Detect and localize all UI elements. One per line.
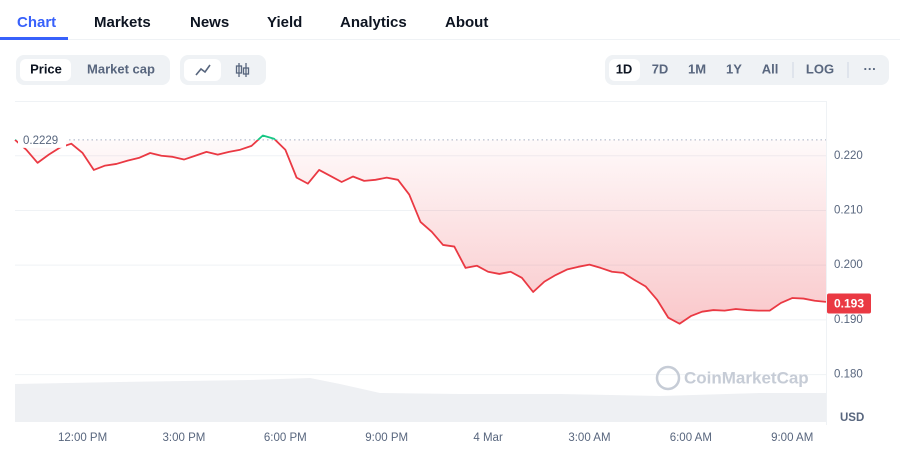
tab[interactable]: Analytics [340, 14, 407, 31]
x-tick-label: 4 Mar [473, 432, 503, 444]
tab[interactable]: About [445, 14, 488, 31]
y-tick-label: 0.180 [834, 369, 863, 381]
toggle-active [20, 59, 71, 81]
range-button[interactable]: 1Y [726, 61, 742, 76]
active-tab-underline [0, 37, 68, 40]
candle-icon[interactable] [235, 63, 250, 77]
watermark-text: CoinMarketCap [684, 368, 809, 387]
line-icon [195, 64, 211, 76]
price-line [14, 139, 827, 325]
tab[interactable]: Yield [267, 14, 302, 31]
toggle-button[interactable]: Price [30, 61, 62, 76]
x-tick-label: 3:00 PM [163, 432, 206, 444]
range-button[interactable]: 1D [616, 61, 633, 76]
reference-label-bg [18, 131, 66, 148]
y-unit: USD [840, 412, 864, 424]
y-tick-label: 0.220 [834, 150, 863, 162]
tab[interactable]: Markets [94, 14, 151, 31]
reference-label: 0.2229 [23, 135, 58, 147]
last-value-label: 0.193 [834, 297, 864, 311]
watermark-logo [655, 365, 681, 391]
x-tick-label: 6:00 PM [264, 432, 307, 444]
watermark: CoinMarketCap [655, 365, 809, 391]
range-button[interactable]: 7D [652, 61, 669, 76]
range-active [609, 59, 640, 81]
volume-area [15, 378, 826, 422]
x-tick-label: 3:00 AM [568, 432, 610, 444]
x-tick-label: 9:00 AM [771, 432, 813, 444]
toggle-button[interactable]: Market cap [87, 61, 155, 76]
last-value-bg [827, 293, 871, 314]
y-tick-label: 0.200 [834, 259, 863, 271]
range-button[interactable]: 1M [688, 61, 706, 76]
log-button[interactable]: LOG [806, 61, 834, 76]
x-tick-label: 12:00 PM [58, 432, 107, 444]
tab[interactable]: News [190, 14, 229, 31]
area [15, 139, 826, 324]
tab[interactable]: Chart [17, 14, 56, 31]
x-tick-label: 6:00 AM [670, 432, 712, 444]
y-tick-label: 0.210 [834, 204, 863, 216]
more-button[interactable]: ··· [864, 61, 877, 76]
range-button[interactable]: All [762, 61, 779, 76]
y-tick-label: 0.190 [834, 314, 863, 326]
range-group [605, 55, 889, 85]
x-tick-label: 9:00 PM [365, 432, 408, 444]
